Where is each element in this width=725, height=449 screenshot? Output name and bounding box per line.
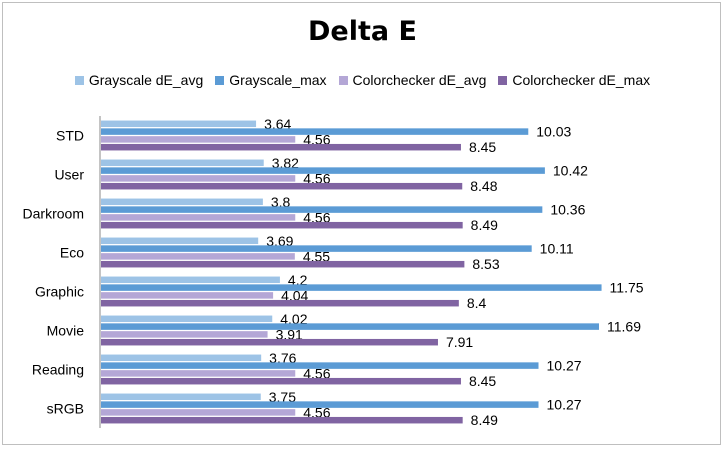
data-label: 3.69 xyxy=(266,233,293,249)
data-label: 8.4 xyxy=(467,295,487,311)
bar-movie-series-3 xyxy=(101,338,438,346)
bar-user-series-1 xyxy=(101,167,545,174)
bar-srgb-series-0 xyxy=(101,393,261,401)
category-label: Movie xyxy=(47,323,85,339)
legend-label: Grayscale_max xyxy=(229,72,327,88)
data-label: 4.56 xyxy=(303,365,330,381)
category-label: Graphic xyxy=(35,284,84,300)
category-label: STD xyxy=(56,128,84,144)
data-label: 8.48 xyxy=(470,178,497,194)
bar-graphic-series-1 xyxy=(101,284,602,291)
bar-darkroom-series-1 xyxy=(101,206,543,213)
bar-reading-series-1 xyxy=(101,362,539,369)
data-label: 7.91 xyxy=(446,334,473,350)
bar-user-series-3 xyxy=(101,182,463,190)
data-label: 3.8 xyxy=(271,194,291,210)
data-label: 4.04 xyxy=(281,287,308,303)
legend-label: Colorchecker dE_avg xyxy=(352,72,487,88)
data-label: 11.75 xyxy=(610,280,644,296)
chart-legend: Grayscale dE_avg Grayscale_max Colorchecke… xyxy=(0,72,725,88)
legend-label: Colorchecker dE_max xyxy=(512,72,651,88)
bar-std-series-1 xyxy=(101,128,529,135)
legend-label: Grayscale dE_avg xyxy=(88,72,204,88)
bar-srgb-series-1 xyxy=(101,401,539,408)
data-label: 3.82 xyxy=(272,155,299,171)
data-label: 4.56 xyxy=(303,170,330,186)
legend-item-3: Colorchecker dE_max xyxy=(498,72,650,88)
chart-title: Delta E xyxy=(308,16,417,47)
bar-eco-series-0 xyxy=(101,237,259,245)
data-label: 10.27 xyxy=(547,358,582,374)
bar-darkroom-series-2 xyxy=(101,214,296,221)
bar-user-series-0 xyxy=(101,159,264,167)
bar-std-series-3 xyxy=(101,143,461,151)
bar-eco-series-3 xyxy=(101,260,465,268)
data-label: 3.64 xyxy=(264,116,291,132)
bar-srgb-series-3 xyxy=(101,416,463,424)
data-label: 3.76 xyxy=(269,350,296,366)
data-label: 4.56 xyxy=(303,209,330,225)
bar-std-series-2 xyxy=(101,136,296,143)
category-label: User xyxy=(54,167,84,183)
data-label: 10.11 xyxy=(540,241,574,257)
bar-reading-series-0 xyxy=(101,354,262,362)
legend-swatch xyxy=(498,75,508,85)
bar-graphic-series-3 xyxy=(101,299,459,307)
bar-std-series-0 xyxy=(101,120,257,128)
bar-graphic-series-2 xyxy=(101,292,274,299)
data-label: 10.36 xyxy=(550,202,585,218)
bar-srgb-series-2 xyxy=(101,409,296,416)
legend-swatch xyxy=(338,75,348,85)
bar-darkroom-series-3 xyxy=(101,221,463,229)
bar-movie-series-1 xyxy=(101,323,599,330)
legend-swatch xyxy=(74,75,84,85)
category-label: Darkroom xyxy=(23,206,84,222)
data-label: 4.56 xyxy=(303,404,330,420)
legend-item-1: Grayscale_max xyxy=(215,72,327,88)
bar-movie-series-0 xyxy=(101,315,273,323)
data-label: 10.27 xyxy=(547,397,582,413)
data-label: 8.49 xyxy=(471,412,498,428)
bar-graphic-series-0 xyxy=(101,276,280,284)
bar-eco-series-2 xyxy=(101,253,295,260)
data-label: 8.49 xyxy=(471,217,498,233)
bar-user-series-2 xyxy=(101,175,296,182)
category-label: Eco xyxy=(60,245,84,261)
data-label: 4.55 xyxy=(303,248,330,264)
legend-item-2: Colorchecker dE_avg xyxy=(338,72,487,88)
data-label: 8.45 xyxy=(469,139,496,155)
bar-darkroom-series-0 xyxy=(101,198,263,206)
data-label: 4.56 xyxy=(303,131,330,147)
data-label: 8.53 xyxy=(472,256,499,272)
data-label: 10.03 xyxy=(536,124,571,140)
category-label: Reading xyxy=(32,362,84,378)
legend-swatch xyxy=(215,75,225,85)
bar-reading-series-2 xyxy=(101,370,296,377)
data-label: 10.42 xyxy=(553,163,588,179)
data-label: 3.75 xyxy=(269,389,296,405)
data-label: 4.02 xyxy=(280,311,307,327)
data-label: 3.91 xyxy=(276,326,303,342)
category-label: sRGB xyxy=(47,401,84,417)
bar-movie-series-2 xyxy=(101,331,268,338)
bar-eco-series-1 xyxy=(101,245,532,252)
legend-item-0: Grayscale dE_avg xyxy=(74,72,204,88)
data-label: 4.2 xyxy=(288,272,308,288)
data-label: 11.69 xyxy=(607,319,641,335)
data-label: 8.45 xyxy=(469,373,496,389)
bar-reading-series-3 xyxy=(101,377,461,385)
